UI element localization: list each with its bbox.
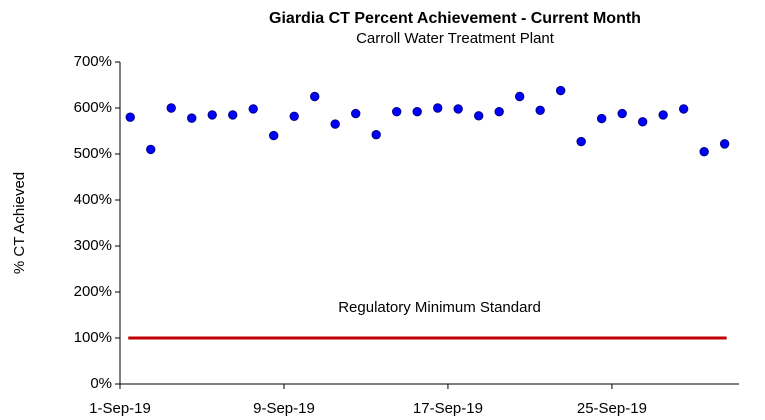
data-point: [514, 91, 525, 102]
data-point: [371, 129, 381, 140]
data-point: [473, 111, 484, 121]
data-point: [637, 117, 648, 127]
data-point: [125, 112, 135, 122]
data-point: [699, 147, 709, 157]
data-point: [412, 106, 422, 117]
data-point: [658, 110, 668, 120]
data-point: [248, 104, 258, 114]
data-point: [719, 139, 730, 149]
y-tick-label: 200%: [74, 283, 112, 300]
y-tick-label: 0%: [90, 375, 112, 392]
data-point: [228, 110, 238, 120]
y-tick-label: 100%: [74, 329, 112, 346]
y-axis-label: % CT Achieved: [11, 172, 28, 274]
y-tick-label: 400%: [74, 191, 112, 208]
data-point: [207, 110, 217, 120]
x-tick-label: 17-Sep-19: [413, 400, 483, 417]
reference-label: Regulatory Minimum Standard: [338, 299, 541, 316]
data-point: [146, 144, 156, 155]
data-point: [555, 85, 566, 96]
data-point: [330, 119, 340, 129]
y-tick-label: 600%: [74, 99, 112, 116]
chart-subtitle: Carroll Water Treatment Plant: [356, 30, 555, 47]
data-point: [535, 105, 545, 116]
chart-title: Giardia CT Percent Achievement - Current…: [269, 10, 641, 27]
data-point: [678, 104, 689, 114]
data-point: [392, 106, 402, 117]
data-point: [617, 108, 627, 119]
data-point: [289, 111, 299, 121]
x-tick-label: 1-Sep-19: [89, 400, 151, 417]
x-tick-label: 25-Sep-19: [577, 400, 647, 417]
data-point: [351, 108, 361, 119]
data-point: [453, 104, 463, 114]
y-tick-label: 700%: [74, 53, 112, 70]
y-tick-label: 500%: [74, 145, 112, 162]
data-point: [596, 113, 607, 124]
data-point: [494, 106, 504, 117]
y-tick-label: 300%: [74, 237, 112, 254]
x-tick-label: 9-Sep-19: [253, 400, 315, 417]
data-point: [269, 130, 279, 141]
data-point: [310, 91, 320, 102]
data-point: [166, 103, 176, 113]
data-point: [187, 113, 197, 123]
data-point: [576, 136, 586, 147]
data-point: [432, 103, 443, 113]
